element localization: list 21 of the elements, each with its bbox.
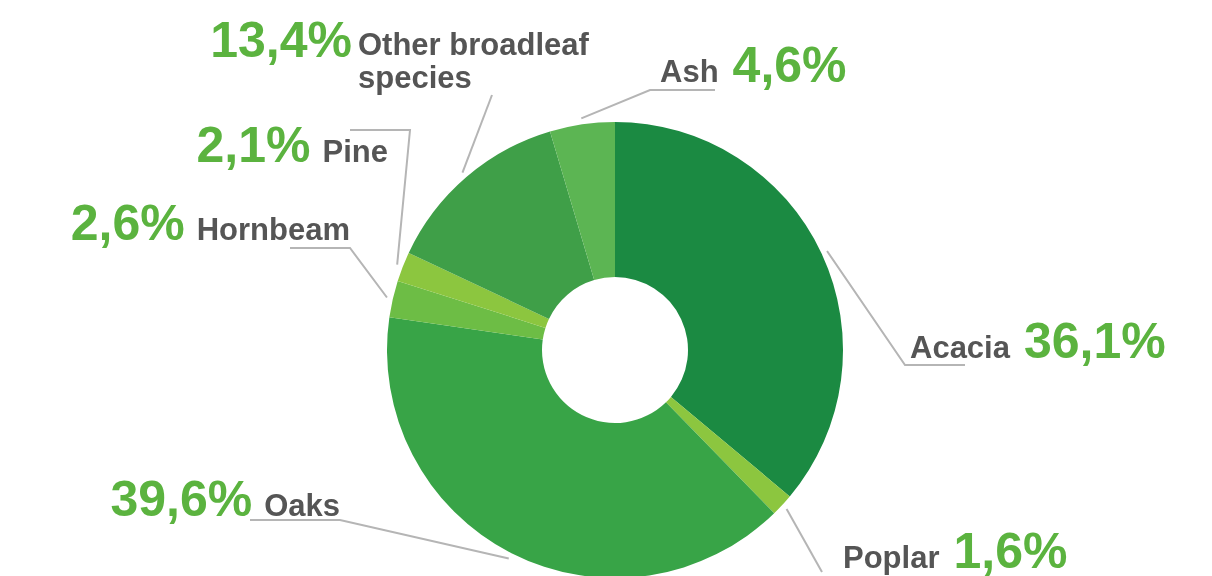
donut-slice [397, 252, 549, 328]
donut-slice [389, 280, 546, 340]
donut-slice [408, 131, 595, 319]
donut-slice [550, 122, 615, 281]
slice-label: Acacia [910, 330, 1011, 365]
slice-label: Ash [660, 54, 719, 89]
data-label: 36,1% [1023, 313, 1166, 369]
data-label: 4,6% [732, 37, 847, 93]
data-label: 13,4% [210, 12, 352, 68]
data-label: 2,1% [196, 117, 311, 173]
slice-label: Oaks [264, 488, 340, 523]
slice-label: Hornbeam [196, 212, 350, 247]
donut-slice [387, 317, 775, 576]
data-label: 39,6% [110, 471, 253, 527]
slice-label: Other broadleaf species [358, 27, 590, 95]
slice-label: Poplar [843, 540, 940, 575]
donut-slice [615, 122, 843, 497]
slice-label: Pine [322, 134, 388, 169]
donut-slice [665, 396, 790, 514]
data-label: 1,6% [953, 523, 1068, 576]
data-label: 2,6% [70, 195, 185, 251]
